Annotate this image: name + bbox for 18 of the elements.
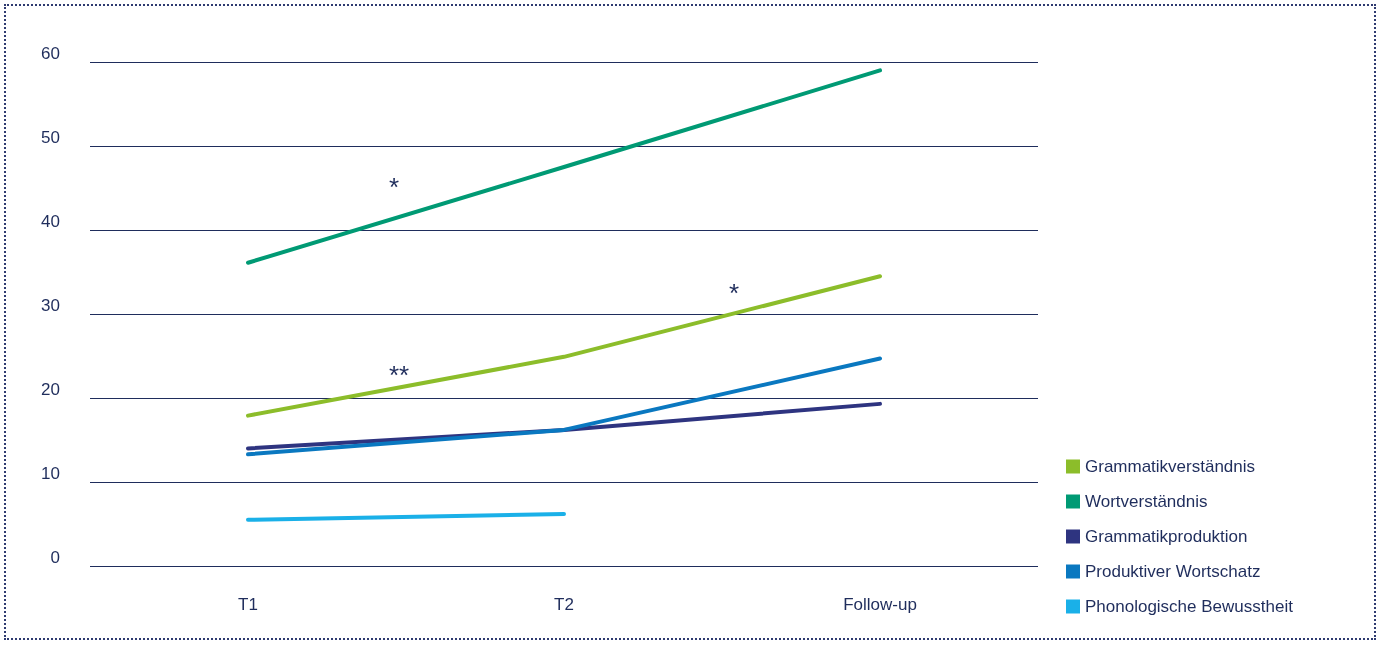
y-tick-label: 0 <box>50 548 60 567</box>
annotation: * <box>389 172 400 202</box>
y-tick-label: 20 <box>41 380 60 399</box>
x-tick-label: T1 <box>238 595 258 614</box>
x-tick-label: T2 <box>554 595 574 614</box>
y-tick-label: 30 <box>41 296 60 315</box>
annotation: ** <box>389 360 410 390</box>
legend-label: Phonologische Bewusstheit <box>1085 597 1294 616</box>
legend-label: Produktiver Wortschatz <box>1085 562 1261 581</box>
legend-label: Grammatikverständnis <box>1085 457 1256 476</box>
x-tick-label: Follow-up <box>843 595 917 614</box>
annotation: * <box>729 278 740 308</box>
y-tick-label: 10 <box>41 464 60 483</box>
legend-label: Wortverständnis <box>1085 492 1208 511</box>
y-tick-label: 40 <box>41 212 60 231</box>
y-tick-label: 60 <box>41 44 60 63</box>
y-tick-label: 50 <box>41 128 60 147</box>
legend-label: Grammatikproduktion <box>1085 527 1248 546</box>
